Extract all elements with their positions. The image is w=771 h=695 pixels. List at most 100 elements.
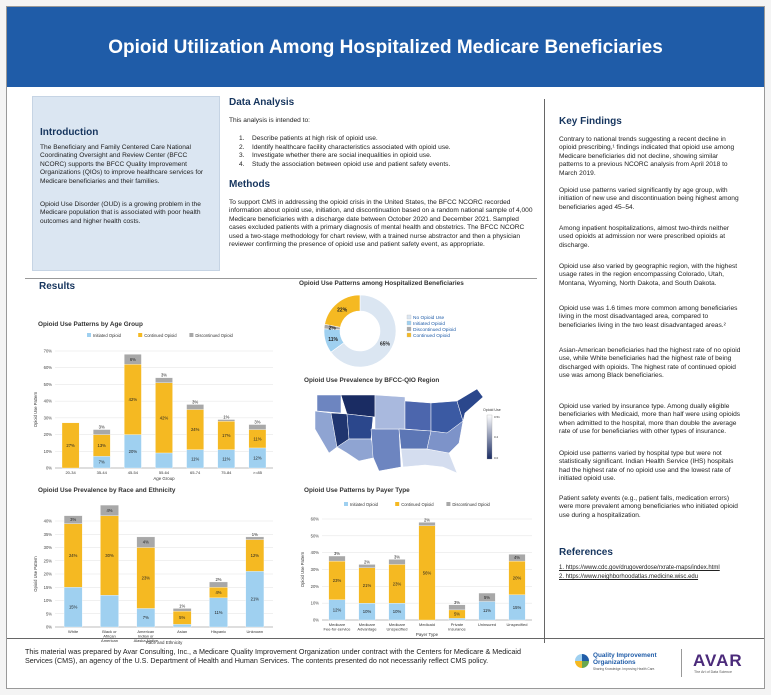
data-label: 42% [160, 415, 169, 420]
data-label: 2% [424, 517, 430, 522]
finding-text: Patient safety events (e.g., patient fal… [559, 495, 738, 519]
y-tick-label: 0% [46, 466, 52, 471]
slice-label: 65% [380, 342, 391, 348]
data-label: 20% [129, 449, 138, 454]
x-tick-label: Black or [102, 629, 117, 634]
data-label: 15% [513, 605, 522, 610]
finding-text: Opioid use varied by insurance type. Amo… [559, 403, 741, 436]
us-region-map: Opioid Use 0.51 0.2 0.0 [314, 388, 501, 474]
bar-segment [328, 555, 346, 562]
x-tick-label: 65-74 [190, 470, 201, 475]
x-tick-label: insurance [448, 627, 466, 632]
data-label: 10% [393, 609, 402, 614]
bar-segment [209, 581, 228, 588]
payer-type-chart: Initiated Opioid Continued Opioid Disconti… [300, 502, 532, 637]
y-tick-label: 60% [311, 517, 320, 522]
bar-segment [172, 624, 192, 628]
pacific-northwest-region [316, 394, 342, 414]
bar-segment [155, 377, 173, 383]
y-tick-label: 40% [44, 519, 53, 524]
bar-segment [448, 604, 466, 611]
y-tick-label: 50% [311, 533, 320, 538]
data-label: 3% [192, 399, 198, 404]
data-label: 3% [254, 420, 260, 425]
chart-title-age: Opioid Use Patterns by Age Group [38, 321, 143, 328]
list-item: 4. Study the association between opioid u… [239, 160, 451, 168]
legend-swatch [406, 326, 412, 332]
y-tick-label: 35% [44, 532, 53, 537]
data-label: 3% [99, 425, 105, 430]
footer-divider [7, 638, 764, 639]
race-ethnicity-chart: 0% 5% 10% 15% 20% 25% 30% 35% 40% Opioid Use Patt… [33, 504, 273, 645]
list-item: 3. Investigate whether there are social i… [239, 152, 432, 160]
y-tick-label: 40% [44, 399, 53, 404]
x-tick-label: Advantage [357, 627, 377, 632]
data-label: 5% [454, 612, 460, 617]
bar-segment [448, 618, 466, 621]
data-label: 3% [334, 551, 340, 556]
bar-segment [358, 564, 376, 568]
finding-text: Opioid use also varied by geographic reg… [559, 263, 738, 287]
legend-label: Initiated Opioid [93, 333, 122, 338]
x-tick-label: >=85 [253, 470, 263, 475]
x-tick-label: Medicare [389, 622, 406, 627]
x-tick-label: Uninsured [478, 622, 496, 627]
chart-title-payer: Opioid Use Patterns by Payer Type [304, 487, 410, 494]
data-label: 7% [143, 615, 149, 620]
legend-label: Continued Opioid [401, 502, 434, 507]
finding-text: Opioid use patterns varied by hospital t… [559, 450, 734, 483]
data-label: 30% [105, 553, 114, 558]
data-label: 13% [98, 443, 107, 448]
y-tick-label: 30% [44, 545, 53, 550]
y-tick-label: 10% [311, 601, 320, 606]
data-label: 7% [99, 460, 105, 465]
x-tick-label: 45-54 [128, 470, 139, 475]
y-tick-label: 10% [44, 449, 53, 454]
bar-segment [418, 522, 436, 526]
data-label: 21% [251, 597, 260, 602]
legend-swatch [344, 502, 348, 506]
reference-link-1[interactable]: 1. https://www.cdc.gov/drugoverdose/rxra… [559, 565, 720, 571]
introduction-box: Introduction The Beneficiary and Family … [32, 96, 220, 271]
column-divider [544, 99, 545, 643]
finding-text: Contrary to national trends suggesting a… [559, 136, 735, 177]
upper-midwest-region [374, 394, 406, 430]
data-label: 27% [66, 443, 75, 448]
bar-segment [61, 422, 80, 469]
bar-segment [172, 608, 192, 612]
new-england-region [456, 388, 484, 422]
map-legend-scale [486, 414, 493, 460]
x-tick-label: Fee-for-service [324, 627, 352, 632]
x-tick-label: Indian or [138, 634, 154, 639]
x-tick-label: Asian [177, 629, 187, 634]
methods-text: To support CMS in addressing the opioid … [229, 199, 533, 249]
bar-segment [63, 515, 83, 524]
introduction-text-2: Opioid Use Disorder (OUD) is a growing p… [40, 201, 201, 225]
chart-title-map: Opioid Use Prevalence by BFCC-QIO Region [304, 377, 440, 384]
data-label: 2% [215, 577, 221, 582]
list-item: 1. Describe patients at high risk of opio… [239, 135, 378, 142]
reference-link-2[interactable]: 2. https://www.neighborhoodatlas.medicin… [559, 574, 699, 580]
x-tick-label: African [103, 634, 115, 639]
data-label: 11% [191, 456, 199, 461]
x-tick-label: 75-84 [221, 470, 232, 475]
x-axis-label: Payer Type [416, 632, 439, 637]
bar-segment [478, 592, 496, 602]
y-tick-label: 20% [44, 432, 53, 437]
x-tick-label: White [68, 629, 79, 634]
y-axis-label: Opioid Use Pattern [33, 391, 38, 427]
bar-segment [155, 452, 173, 469]
age-group-chart: Initiated Opioid Continued Opioid Disconti… [33, 333, 273, 481]
donut-slice [330, 294, 397, 368]
data-label: 12% [333, 607, 342, 612]
x-tick-label: Unspecified [387, 627, 408, 632]
data-label: 5% [484, 595, 490, 600]
list-item: 2. Identify healthcare facility character… [239, 143, 451, 151]
x-tick-label: Alaska Native [134, 638, 159, 643]
qio-logo: Quality Improvement Organizations Sharin… [575, 651, 671, 675]
legend-label: Discontinued Opioid [413, 327, 456, 333]
legend-label: Initiated Opioid [413, 321, 445, 327]
great-lakes-region [404, 400, 432, 432]
legend-label: Continued Opioid [413, 333, 450, 339]
references-heading: References [559, 547, 613, 558]
